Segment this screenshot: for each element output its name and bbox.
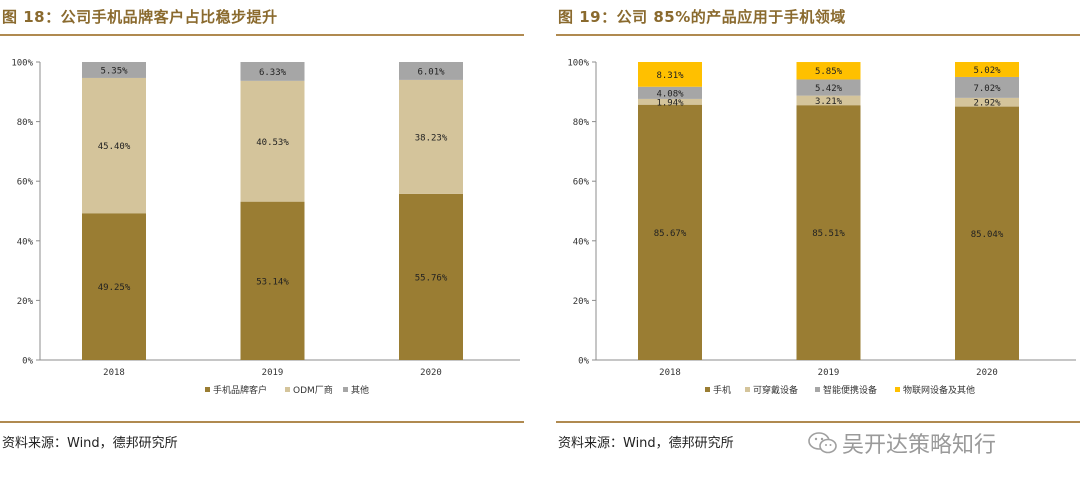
source-divider — [0, 421, 524, 423]
data-label: 3.21% — [815, 97, 843, 107]
data-label: 5.85% — [815, 67, 843, 77]
bar-segment — [399, 193, 463, 360]
bar-segment — [399, 62, 463, 80]
legend-swatch — [705, 387, 710, 392]
data-label: 45.40% — [98, 142, 131, 152]
data-label: 49.25% — [98, 283, 131, 293]
legend-label: 手机品牌客户 — [213, 384, 267, 396]
data-label: 5.35% — [100, 66, 128, 76]
watermark: 吴开达策略知行 — [808, 428, 996, 458]
data-label: 40.53% — [256, 138, 289, 148]
y-tick-label: 60% — [573, 178, 590, 188]
data-label: 55.76% — [415, 273, 448, 283]
bar-segment — [82, 62, 146, 78]
bar-segment — [796, 95, 861, 106]
y-tick-label: 40% — [573, 237, 590, 247]
legend-swatch — [285, 387, 290, 392]
x-tick-label: 2020 — [976, 368, 998, 378]
watermark-text: 吴开达策略知行 — [842, 433, 997, 458]
data-label: 53.14% — [256, 277, 289, 287]
legend: 手机品牌客户 ODM厂商 其他 — [205, 384, 369, 396]
bar-segment — [82, 213, 146, 360]
y-tick-label: 20% — [17, 297, 34, 307]
legend-swatch — [343, 387, 348, 392]
source-divider — [556, 421, 1080, 423]
x-tick-label: 2018 — [103, 368, 125, 378]
legend-label: 智能便携设备 — [823, 384, 877, 396]
legend-label: 可穿戴设备 — [753, 384, 798, 396]
bar-segment — [638, 62, 702, 87]
y-tick-label: 100% — [11, 59, 33, 69]
y-tick-label: 0% — [22, 357, 33, 367]
bar-segment — [955, 97, 1019, 107]
legend-swatch — [205, 387, 210, 392]
legend-swatch — [745, 387, 750, 392]
bar-segment — [955, 106, 1019, 360]
bar-segment — [638, 98, 702, 105]
legend-label: 手机 — [713, 384, 731, 396]
x-tick-label: 2019 — [262, 368, 284, 378]
figure-18-panel: 图 18：公司手机品牌客户占比稳步提升 0% 20% 40% 60% 80% 100% 49… — [0, 0, 524, 491]
bar-segment — [240, 80, 305, 202]
bar-segment — [796, 62, 861, 80]
y-tick-label: 60% — [17, 178, 34, 188]
bar-segment — [240, 62, 305, 81]
data-label: 6.01% — [417, 67, 445, 77]
data-label: 85.67% — [654, 229, 687, 239]
data-label: 5.42% — [815, 84, 843, 94]
x-tick-label: 2019 — [818, 368, 840, 378]
figure-19-title: 图 19：公司 85%的产品应用于手机领域 — [558, 8, 846, 26]
figure-19-panel: 图 19：公司 85%的产品应用于手机领域 0% 20% 40% 60% 80% 100%… — [556, 0, 1080, 491]
bar-segment — [82, 77, 146, 214]
bar-segment — [638, 104, 702, 360]
figure-19-source: 资料来源：Wind，德邦研究所 — [558, 436, 734, 451]
data-label: 2.92% — [973, 99, 1001, 109]
x-tick-label: 2018 — [659, 368, 681, 378]
data-label: 6.33% — [259, 68, 287, 78]
title-divider — [556, 34, 1080, 36]
bar-segment — [240, 201, 305, 360]
legend-label: ODM厂商 — [293, 384, 333, 396]
bar-segment — [955, 62, 1019, 77]
y-tick-label: 20% — [573, 297, 590, 307]
legend: 手机 可穿戴设备 智能便携设备 物联网设备及其他 — [705, 384, 975, 396]
x-tick-label: 2020 — [420, 368, 442, 378]
bar-segment — [399, 79, 463, 194]
figure-18-source: 资料来源：Wind，德邦研究所 — [2, 436, 178, 451]
legend-swatch — [815, 387, 820, 392]
legend-label: 其他 — [351, 384, 369, 396]
product-application-stacked-bar-chart: 0% 20% 40% 60% 80% 100% 85.67% 1.94%4.08% 8.31% 2… — [567, 59, 1076, 396]
bar-segment — [955, 76, 1019, 98]
data-label: 38.23% — [415, 133, 448, 143]
legend-swatch — [895, 387, 900, 392]
legend-label: 物联网设备及其他 — [903, 384, 975, 396]
data-label: 85.04% — [971, 230, 1004, 240]
bar-segment — [796, 105, 861, 360]
data-label: 8.31% — [656, 71, 684, 81]
figure-18-title: 图 18：公司手机品牌客户占比稳步提升 — [2, 8, 278, 26]
data-label: 4.08% — [656, 89, 684, 99]
data-label: 1.94% — [656, 98, 684, 108]
data-label: 5.02% — [973, 66, 1001, 76]
y-tick-label: 100% — [567, 59, 589, 69]
y-tick-label: 80% — [573, 118, 590, 128]
client-share-stacked-bar-chart: 0% 20% 40% 60% 80% 100% 49.25% 45.40% 5.35% 2018 5… — [11, 59, 520, 396]
data-label: 7.02% — [973, 84, 1001, 94]
wechat-icon — [808, 432, 837, 454]
y-tick-label: 80% — [17, 118, 34, 128]
y-tick-label: 40% — [17, 237, 34, 247]
bar-segment — [796, 79, 861, 96]
bar-segment — [638, 86, 702, 99]
data-label: 85.51% — [812, 229, 845, 239]
title-divider — [0, 34, 524, 36]
y-tick-label: 0% — [578, 357, 589, 367]
